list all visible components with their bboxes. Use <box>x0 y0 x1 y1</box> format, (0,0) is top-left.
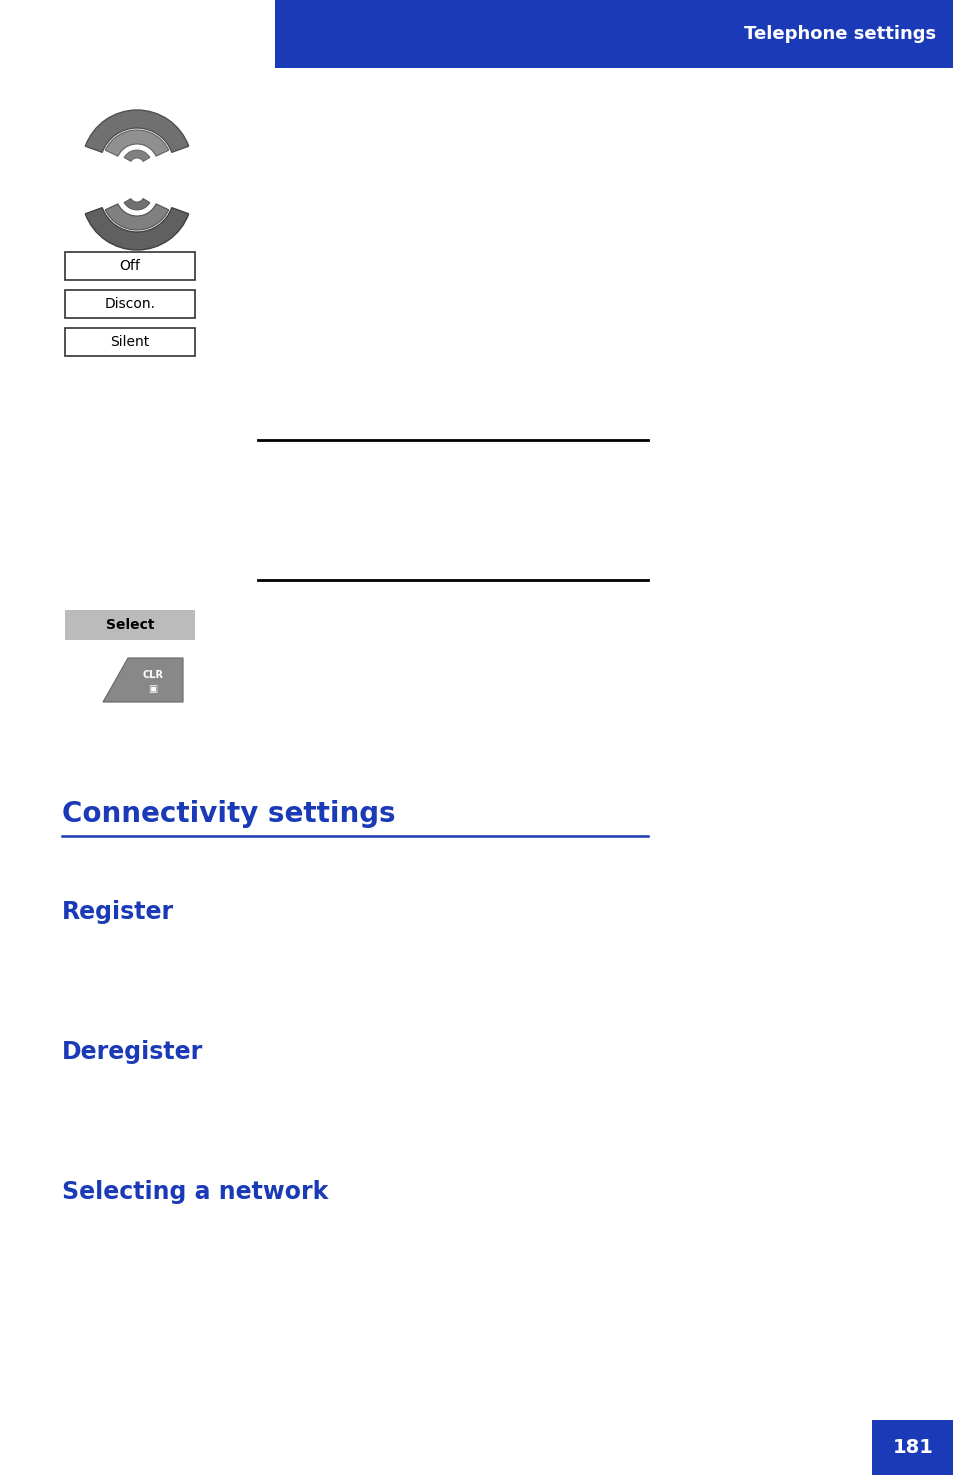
FancyBboxPatch shape <box>871 1420 953 1475</box>
Wedge shape <box>105 130 169 156</box>
Text: Select: Select <box>106 618 154 631</box>
Polygon shape <box>103 658 183 702</box>
Wedge shape <box>85 111 189 152</box>
Wedge shape <box>85 208 189 249</box>
Text: Deregister: Deregister <box>62 1040 203 1063</box>
Text: 181: 181 <box>892 1438 932 1457</box>
Wedge shape <box>124 150 150 161</box>
FancyBboxPatch shape <box>65 611 194 640</box>
FancyBboxPatch shape <box>65 252 194 280</box>
Text: Telephone settings: Telephone settings <box>743 25 935 43</box>
FancyBboxPatch shape <box>274 0 953 68</box>
Text: Off: Off <box>119 260 140 273</box>
Wedge shape <box>105 204 169 230</box>
FancyBboxPatch shape <box>65 327 194 355</box>
FancyBboxPatch shape <box>65 291 194 319</box>
Text: Discon.: Discon. <box>105 296 155 311</box>
Wedge shape <box>124 199 150 209</box>
Text: CLR: CLR <box>142 670 163 680</box>
Text: ▣: ▣ <box>149 684 157 695</box>
Text: Register: Register <box>62 900 174 923</box>
Text: Connectivity settings: Connectivity settings <box>62 799 395 827</box>
Text: Silent: Silent <box>111 335 150 350</box>
Text: Selecting a network: Selecting a network <box>62 1180 328 1204</box>
